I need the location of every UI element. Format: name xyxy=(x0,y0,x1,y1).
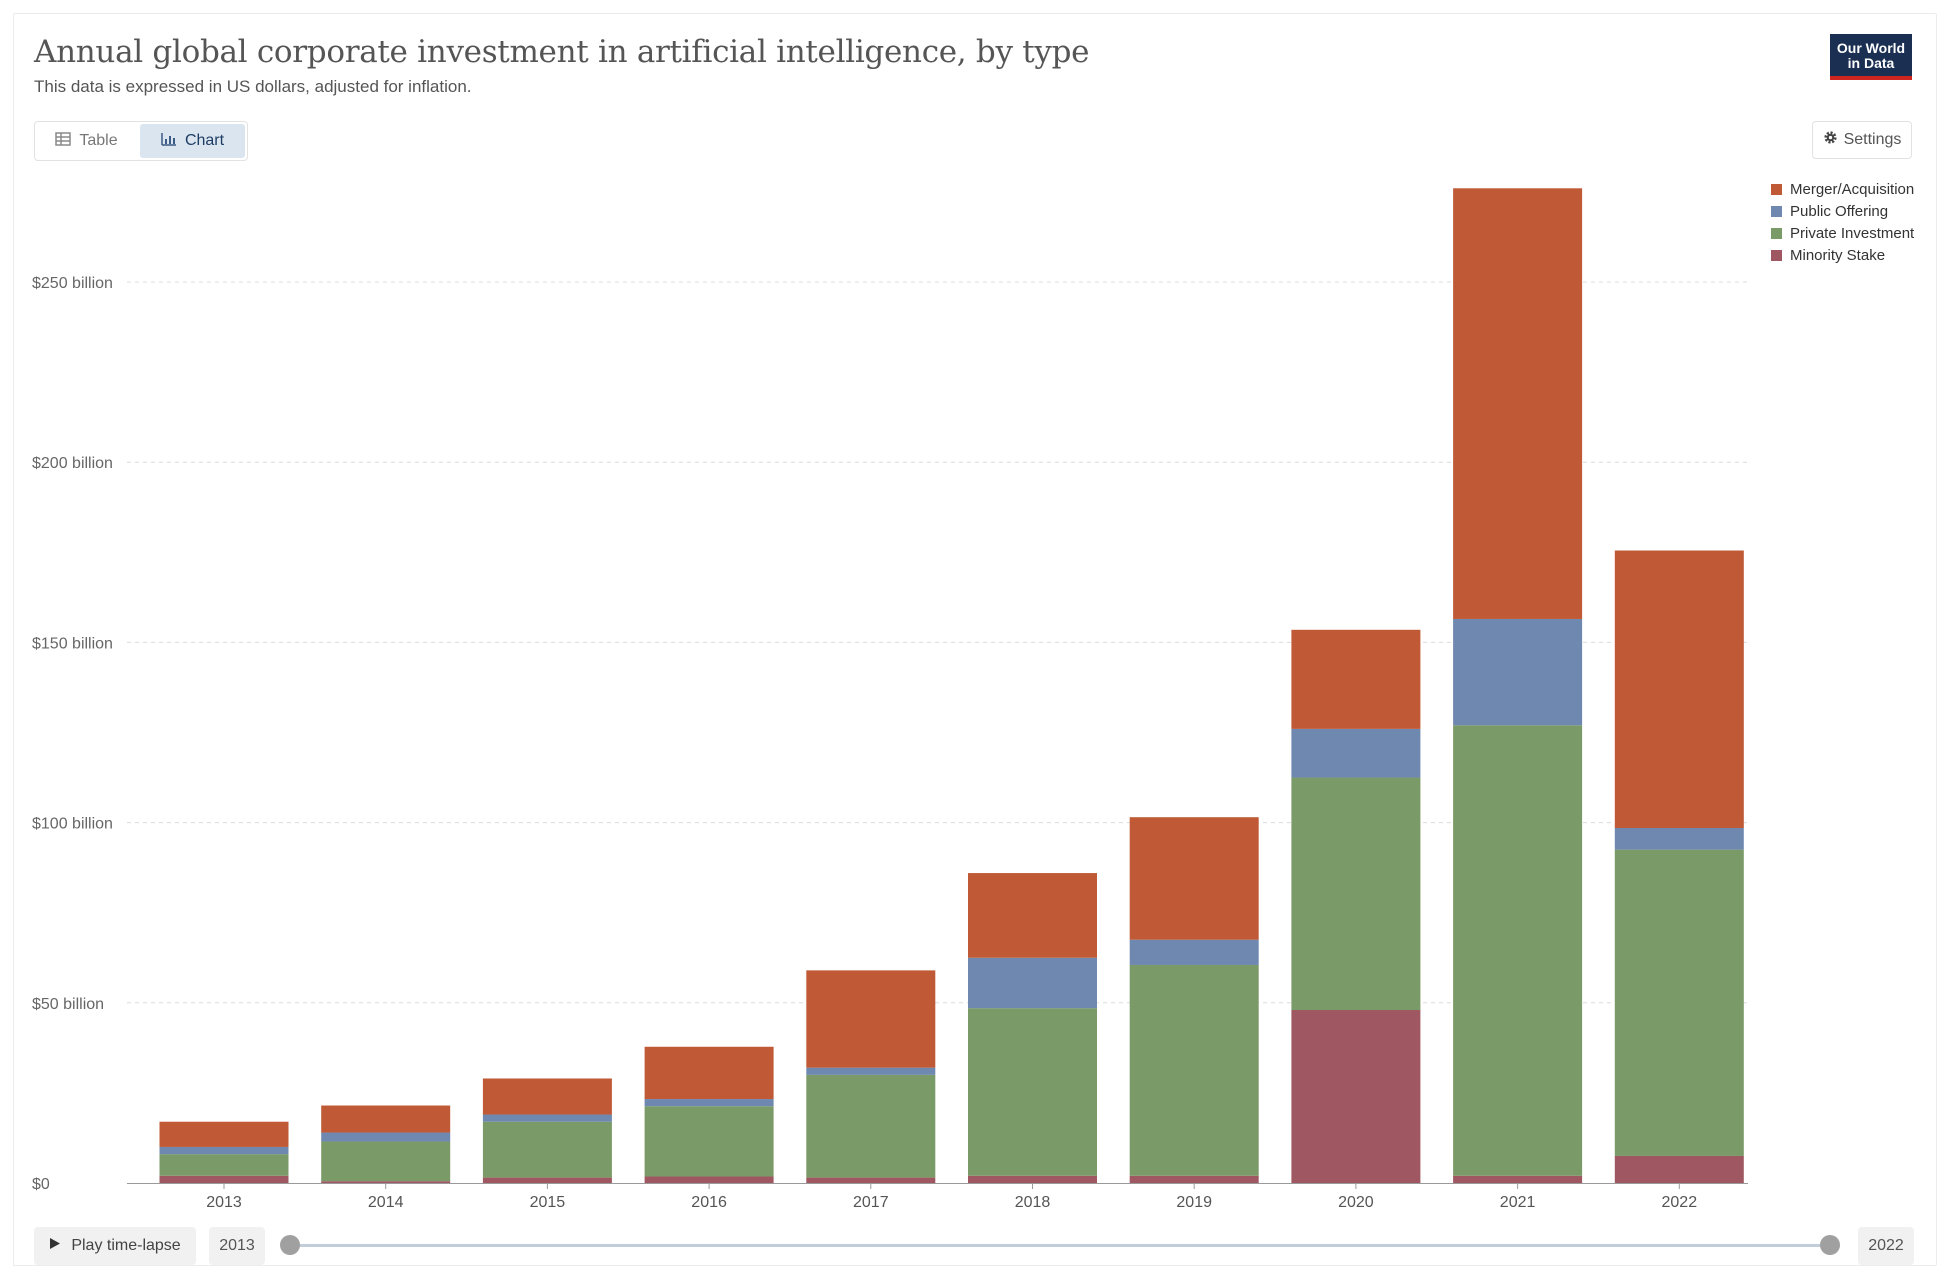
chart-icon xyxy=(161,132,177,151)
y-tick-label: $200 billion xyxy=(32,455,113,472)
tab-chart-label: Chart xyxy=(184,132,225,149)
play-label: Play time-lapse xyxy=(71,1237,181,1254)
bar-segment[interactable] xyxy=(644,1099,774,1107)
bar-segment[interactable] xyxy=(321,1141,451,1182)
bar-segment[interactable] xyxy=(1614,550,1744,829)
settings-label: Settings xyxy=(1843,131,1902,148)
bar-segment[interactable] xyxy=(482,1078,612,1115)
bar-segment[interactable] xyxy=(1614,1155,1744,1183)
bar-segment[interactable] xyxy=(482,1121,612,1178)
bar-segment[interactable] xyxy=(968,1008,1097,1176)
logo-line-2: in Data xyxy=(1847,55,1895,71)
x-tick-label: 2014 xyxy=(368,1194,404,1211)
chart-title: Annual global corporate investment in ar… xyxy=(34,34,1090,70)
owid-logo[interactable]: Our World in Data xyxy=(1830,34,1912,80)
bar-segment[interactable] xyxy=(1453,725,1583,1176)
x-tick-label: 2017 xyxy=(853,1194,889,1211)
table-icon xyxy=(55,131,72,151)
bar-segment[interactable] xyxy=(1291,629,1421,729)
x-tick-label: 2019 xyxy=(1176,1194,1212,1211)
legend-label[interactable]: Private Investment xyxy=(1790,225,1915,242)
bar-segment[interactable] xyxy=(806,1177,936,1183)
timeline-start-handle[interactable] xyxy=(280,1235,300,1255)
bar-segment[interactable] xyxy=(1129,1175,1259,1183)
bar-segment[interactable] xyxy=(1291,728,1421,778)
grid-layer xyxy=(127,281,1748,1004)
y-tick-label: $100 billion xyxy=(32,816,113,833)
bar-segment[interactable] xyxy=(159,1154,289,1176)
legend-label[interactable]: Public Offering xyxy=(1790,203,1888,220)
x-tick-label: 2021 xyxy=(1500,1194,1536,1211)
bar-segment[interactable] xyxy=(1453,188,1583,619)
bar-segment[interactable] xyxy=(644,1176,774,1183)
bar-segment[interactable] xyxy=(806,970,936,1068)
bar-segment[interactable] xyxy=(1129,939,1259,965)
play-icon xyxy=(49,1237,61,1255)
bar-segment[interactable] xyxy=(1453,1175,1583,1183)
x-tick-label: 2022 xyxy=(1662,1194,1698,1211)
legend-label[interactable]: Minority Stake xyxy=(1790,247,1885,264)
timeline-track[interactable] xyxy=(290,1244,1830,1247)
bar-segment[interactable] xyxy=(806,1074,936,1178)
tab-table[interactable]: Table xyxy=(35,122,138,160)
axis-layer: $0 $50 billion $100 billion $150 billion $20… xyxy=(32,275,1748,1211)
y-tick-label: $250 billion xyxy=(32,275,113,292)
settings-button[interactable]: Settings xyxy=(1812,121,1912,159)
bar-segment[interactable] xyxy=(644,1106,774,1177)
x-tick-label: 2020 xyxy=(1338,1194,1374,1211)
legend-label[interactable]: Merger/Acquisition xyxy=(1790,181,1914,198)
y-tick-label: $0 xyxy=(32,1176,50,1193)
play-timelapse-button[interactable]: Play time-lapse xyxy=(34,1227,196,1265)
bar-segment[interactable] xyxy=(1129,817,1259,940)
gear-icon xyxy=(1823,130,1838,150)
chart-subtitle: This data is expressed in US dollars, ad… xyxy=(34,77,472,96)
bar-segment[interactable] xyxy=(1453,618,1583,726)
x-tick-label: 2013 xyxy=(206,1194,242,1211)
bar-segment[interactable] xyxy=(1614,828,1744,850)
bar-segment[interactable] xyxy=(1614,849,1744,1156)
bar-segment[interactable] xyxy=(1291,777,1421,1011)
bar-segment[interactable] xyxy=(482,1114,612,1122)
bar-segment[interactable] xyxy=(1129,964,1259,1176)
bar-segment[interactable] xyxy=(159,1175,289,1183)
legend-swatch xyxy=(1771,184,1782,195)
x-tick-label: 2016 xyxy=(691,1194,727,1211)
tab-table-label: Table xyxy=(79,132,118,149)
bar-segment[interactable] xyxy=(806,1067,936,1075)
bar-segment[interactable] xyxy=(159,1121,289,1147)
bar-layer xyxy=(159,188,1744,1183)
y-tick-label: $50 billion xyxy=(32,996,104,1013)
logo-line-1: Our World xyxy=(1836,40,1906,56)
bar-segment[interactable] xyxy=(968,957,1097,1009)
bar-segment[interactable] xyxy=(1291,1010,1421,1183)
timeline-start-year: 2013 xyxy=(209,1227,265,1265)
bar-segment[interactable] xyxy=(968,1175,1097,1183)
bar-segment[interactable] xyxy=(321,1132,451,1142)
bar-segment[interactable] xyxy=(968,873,1097,958)
x-tick-label: 2015 xyxy=(530,1194,566,1211)
bar-segment[interactable] xyxy=(644,1046,774,1100)
bar-segment[interactable] xyxy=(159,1146,289,1155)
legend-swatch xyxy=(1771,228,1782,239)
x-tick-label: 2018 xyxy=(1015,1194,1051,1211)
tab-chart[interactable]: Chart xyxy=(140,124,245,158)
timeline-end-year: 2022 xyxy=(1858,1227,1914,1265)
bar-segment[interactable] xyxy=(321,1181,451,1183)
legend: Merger/Acquisition Public Offering Private… xyxy=(1771,181,1915,264)
timeline-end-handle[interactable] xyxy=(1820,1235,1840,1255)
bar-segment[interactable] xyxy=(482,1177,612,1183)
bar-segment[interactable] xyxy=(321,1105,451,1133)
y-tick-label: $150 billion xyxy=(32,635,113,652)
legend-swatch xyxy=(1771,250,1782,261)
legend-swatch xyxy=(1771,206,1782,217)
view-tabs: Table Chart xyxy=(34,121,248,161)
